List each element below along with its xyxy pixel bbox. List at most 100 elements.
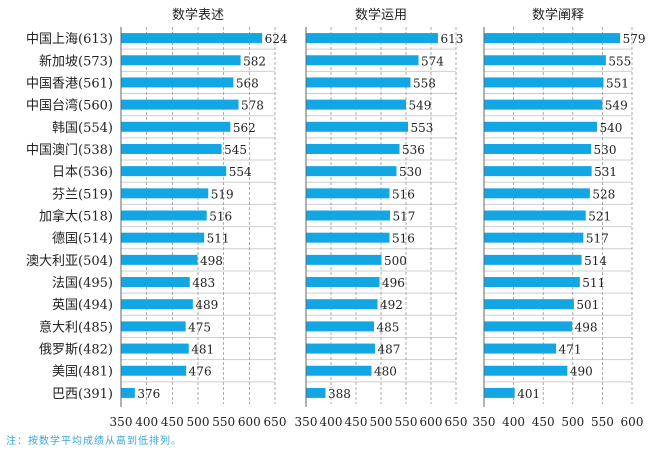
bar	[121, 188, 209, 199]
data-label: 578	[241, 99, 264, 113]
bar	[306, 188, 390, 199]
tick-label: 650	[264, 415, 287, 429]
data-label: 579	[623, 32, 646, 46]
data-label: 528	[592, 187, 615, 201]
bar	[484, 254, 582, 265]
tick-label: 600	[238, 415, 261, 429]
bar	[484, 277, 580, 288]
bar	[484, 77, 604, 88]
bar	[306, 143, 400, 154]
bar	[306, 321, 374, 332]
tick-label: 600	[420, 415, 443, 429]
data-label: 582	[243, 54, 266, 68]
data-label: 514	[584, 254, 607, 268]
data-label: 562	[233, 121, 256, 135]
bar	[306, 343, 375, 354]
panel-title: 数学表述	[172, 7, 224, 23]
data-label: 555	[608, 54, 631, 68]
tick-label: 450	[161, 415, 184, 429]
bar	[484, 232, 584, 243]
data-label: 487	[378, 343, 401, 357]
bar	[306, 232, 390, 243]
category-label: 日本(536)	[52, 165, 113, 180]
data-label: 536	[402, 143, 425, 157]
bar	[306, 210, 390, 221]
data-label: 531	[594, 165, 617, 179]
tick-label: 650	[445, 415, 468, 429]
bar	[484, 121, 597, 132]
data-label: 540	[599, 121, 622, 135]
category-label: 中国台湾(560)	[26, 98, 113, 114]
data-label: 480	[374, 365, 397, 379]
tick-label: 350	[295, 415, 318, 429]
data-label: 475	[188, 320, 211, 334]
data-label: 500	[384, 254, 407, 268]
bar	[484, 99, 603, 110]
bar	[306, 55, 419, 66]
category-label: 俄罗斯(482)	[39, 343, 113, 358]
category-label: 中国上海(613)	[26, 32, 113, 47]
bar	[484, 55, 606, 66]
bar	[306, 254, 382, 265]
data-label: 388	[328, 387, 351, 401]
data-label: 516	[209, 210, 232, 224]
bar	[121, 99, 239, 110]
category-label: 意大利(485)	[39, 319, 113, 335]
panel-title: 数学阐释	[532, 7, 584, 23]
footnote: 注：按数学平均成绩从高到低排列。	[6, 436, 182, 447]
category-label: 韩国(554)	[52, 121, 113, 136]
data-label: 490	[570, 365, 593, 379]
tick-label: 500	[370, 415, 393, 429]
bar	[484, 143, 592, 154]
bar	[484, 166, 592, 177]
data-label: 553	[411, 121, 434, 135]
bar	[484, 343, 557, 354]
tick-label: 500	[561, 415, 584, 429]
tick-label: 500	[187, 415, 210, 429]
bar	[484, 387, 515, 398]
bar	[121, 232, 205, 243]
data-label: 481	[191, 343, 214, 357]
bar	[306, 299, 378, 310]
bar	[121, 254, 198, 265]
bar	[121, 365, 187, 376]
tick-label: 550	[591, 415, 614, 429]
data-label: 516	[392, 232, 415, 246]
data-label: 517	[393, 210, 416, 224]
data-label: 549	[409, 99, 432, 113]
data-label: 613	[441, 32, 464, 46]
category-label: 德国(514)	[52, 232, 113, 247]
data-label: 485	[377, 320, 400, 334]
bar	[121, 299, 193, 310]
tick-label: 400	[320, 415, 343, 429]
bar	[484, 188, 590, 199]
tick-label: 600	[621, 415, 644, 429]
data-label: 496	[382, 276, 405, 290]
bar	[484, 210, 586, 221]
data-label: 476	[189, 365, 212, 379]
data-label: 517	[586, 232, 609, 246]
bar	[121, 166, 227, 177]
data-label: 549	[605, 99, 628, 113]
bar	[306, 277, 380, 288]
data-label: 498	[575, 320, 598, 334]
panel-title: 数学运用	[355, 7, 407, 23]
data-label: 511	[582, 276, 605, 290]
data-label: 376	[137, 387, 160, 401]
bar	[121, 143, 222, 154]
data-label: 501	[576, 298, 599, 312]
bar	[484, 33, 621, 44]
bar	[306, 166, 397, 177]
bar	[121, 210, 207, 221]
data-label: 498	[200, 254, 223, 268]
bar	[121, 77, 234, 88]
bar	[484, 365, 568, 376]
data-label: 574	[421, 54, 444, 68]
tick-label: 400	[135, 415, 158, 429]
tick-label: 550	[212, 415, 235, 429]
category-label: 澳大利亚(504)	[26, 253, 113, 269]
tick-label: 350	[110, 415, 133, 429]
bar	[306, 387, 326, 398]
category-label: 中国澳门(538)	[26, 142, 113, 158]
